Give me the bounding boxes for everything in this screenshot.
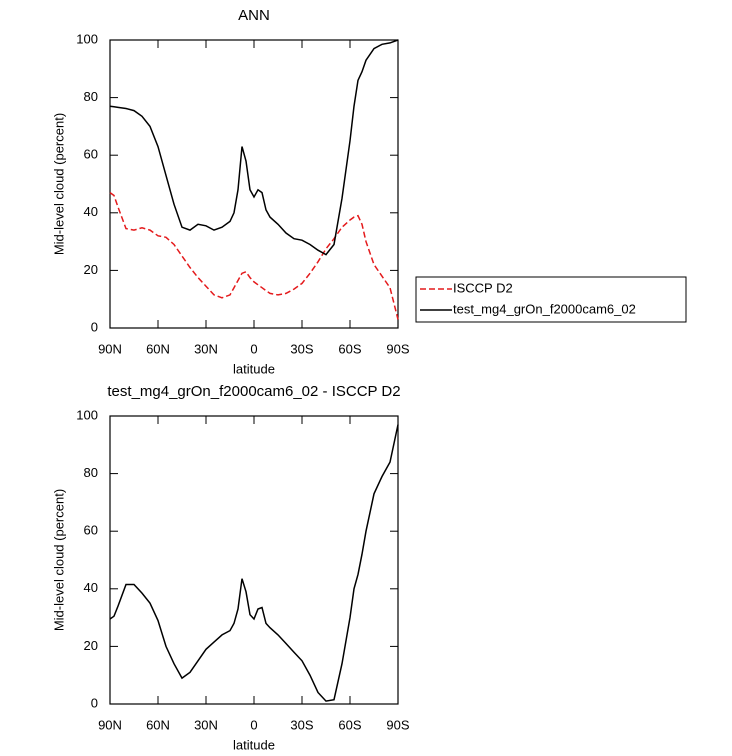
y-tick-label: 40	[84, 204, 98, 219]
y-tick-label: 80	[84, 465, 98, 480]
legend-label: test_mg4_grOn_f2000cam6_02	[453, 301, 636, 316]
y-tick-label: 20	[84, 262, 98, 277]
data-line	[109, 191, 399, 320]
y-tick-label: 100	[76, 407, 98, 422]
x-tick-label: 60N	[146, 341, 170, 356]
chart-title: ANN	[238, 7, 270, 24]
data-line	[109, 39, 399, 256]
y-axis-label: Mid-level cloud (percent)	[51, 489, 66, 631]
legend-box	[415, 276, 687, 323]
x-tick-label: 60N	[146, 717, 170, 732]
legend-label: ISCCP D2	[453, 280, 513, 295]
x-tick-label: 30S	[290, 717, 313, 732]
plot-frame	[109, 415, 399, 705]
plot-frame	[109, 39, 399, 329]
x-tick-label: 30N	[194, 341, 218, 356]
y-tick-label: 40	[84, 580, 98, 595]
data-line	[109, 424, 399, 702]
x-tick-label: 90S	[386, 341, 409, 356]
x-tick-label: 0	[250, 341, 257, 356]
y-tick-label: 20	[84, 638, 98, 653]
x-tick-label: 90S	[386, 717, 409, 732]
y-tick-label: 100	[76, 31, 98, 46]
x-tick-label: 90N	[98, 341, 122, 356]
y-tick-label: 0	[91, 695, 98, 710]
y-tick-label: 60	[84, 523, 98, 538]
x-tick-label: 0	[250, 717, 257, 732]
x-axis-label: latitude	[233, 361, 275, 376]
chart-title: test_mg4_grOn_f2000cam6_02 - ISCCP D2	[107, 383, 400, 400]
x-tick-label: 60S	[338, 341, 361, 356]
y-axis-label: Mid-level cloud (percent)	[51, 113, 66, 255]
y-tick-label: 60	[84, 147, 98, 162]
x-tick-label: 30S	[290, 341, 313, 356]
x-tick-label: 90N	[98, 717, 122, 732]
y-tick-label: 80	[84, 89, 98, 104]
x-tick-label: 30N	[194, 717, 218, 732]
y-tick-label: 0	[91, 319, 98, 334]
x-tick-label: 60S	[338, 717, 361, 732]
x-axis-label: latitude	[233, 737, 275, 752]
